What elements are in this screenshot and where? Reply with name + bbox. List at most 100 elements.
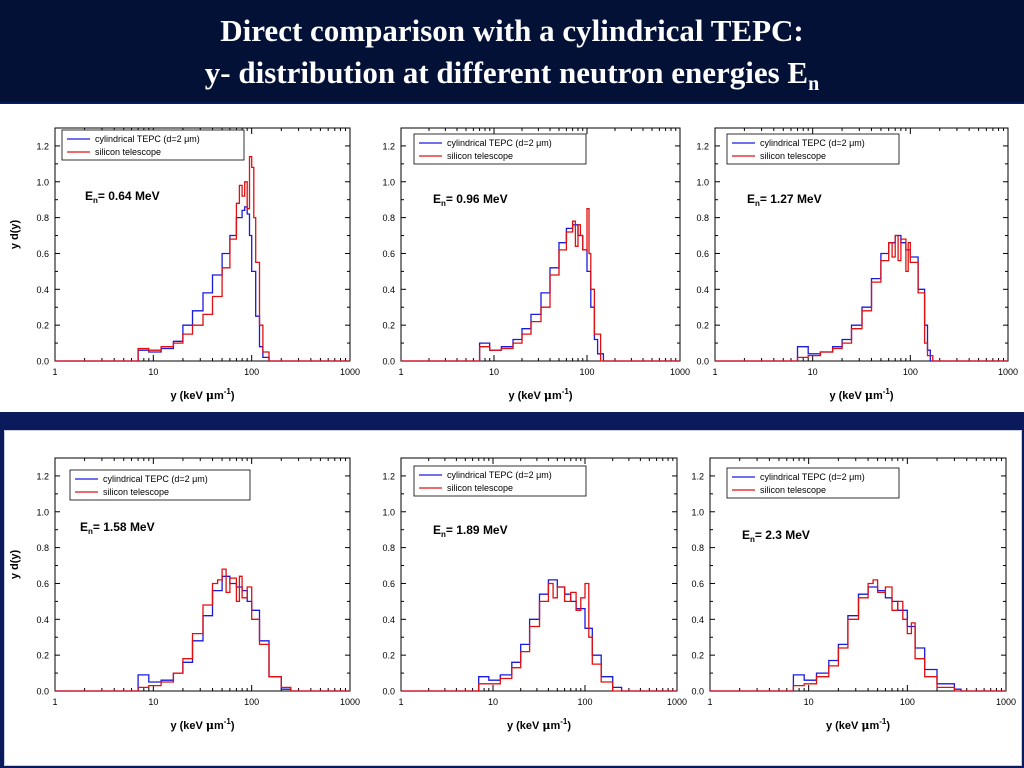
y-tick-label: 0.4 [382,615,395,625]
x-axis-label: y (keV μm-1) [170,717,234,732]
y-tick-label: 0.6 [382,249,395,259]
x-tick-label: 10 [489,367,499,377]
legend-box [726,133,900,165]
x-tick-label: 100 [903,367,918,377]
series-line-silicon [401,208,680,362]
slide-header: Direct comparison with a cylindrical TEP… [0,0,1024,102]
y-tick-label: 0.8 [696,213,709,223]
x-axis-label: y (keV μm-1) [508,387,572,402]
series-line-silicon [55,568,350,692]
y-tick-label: 0.6 [36,579,49,589]
y-tick-label: 0.2 [691,651,704,661]
x-tick-label: 1 [712,367,717,377]
plot-frame [54,127,351,362]
series-line-tepc [55,206,350,362]
y-tick-label: 0.8 [382,213,395,223]
legend-label-tepc: cylindrical TEPC (d=2 μm) [760,138,865,148]
x-axis-label: y (keV μm-1) [507,717,571,732]
y-tick-label: 0.8 [36,213,49,223]
legend-label-tepc: cylindrical TEPC (d=2 μm) [760,472,865,482]
legend-label-tepc: cylindrical TEPC (d=2 μm) [95,134,200,144]
legend-label-tepc: cylindrical TEPC (d=2 μm) [447,138,552,148]
series-line-silicon [55,156,350,362]
y-tick-label: 1.0 [691,507,704,517]
legend-box [61,129,245,161]
y-tick-label: 1.0 [36,507,49,517]
legend-label-silicon: silicon telescope [760,151,826,161]
y-tick-label: 0.0 [696,357,709,367]
x-axis-label: y (keV μm-1) [829,387,893,402]
y-tick-label: 0.8 [691,543,704,553]
x-tick-label: 1000 [667,697,687,707]
x-tick-label: 1000 [670,367,690,377]
legend-label-silicon: silicon telescope [760,485,826,495]
legend-label-silicon: silicon telescope [103,487,169,497]
chart-4: 0.0 0.2 0.4 0.6 0.8 1.0 1.2 1 10 100 1000 y (keV μm… [9,457,360,732]
x-tick-label: 100 [244,367,259,377]
y-tick-label: 0.4 [696,285,709,295]
energy-label: En= 1.58 MeV [80,520,155,536]
y-axis-label: y d(y) [9,219,21,249]
y-tick-label: 0.4 [36,615,49,625]
y-tick-label: 0.6 [696,249,709,259]
y-tick-label: 1.2 [382,471,395,481]
x-tick-label: 100 [900,697,915,707]
y-tick-label: 0.8 [382,543,395,553]
series-line-silicon [401,582,677,692]
y-tick-label: 0.0 [36,357,49,367]
x-tick-label: 1 [398,367,403,377]
y-tick-label: 0.6 [382,579,395,589]
x-tick-label: 10 [804,697,814,707]
energy-label: En= 0.96 MeV [433,192,508,208]
chart-3: 0.0 0.2 0.4 0.6 0.8 1.0 1.2 1 10 100 1000 y (keV μm… [696,127,1018,402]
x-tick-label: 1000 [998,367,1018,377]
x-tick-label: 10 [148,367,158,377]
slide-subtitle: y- distribution at different neutron ene… [0,56,1024,101]
legend-label-silicon: silicon telescope [95,147,161,157]
y-tick-label: 0.0 [382,357,395,367]
legend-label-silicon: silicon telescope [447,151,513,161]
plot-frame [714,127,1009,362]
y-tick-label: 0.2 [382,321,395,331]
y-tick-label: 0.0 [36,687,49,697]
series-line-tepc [401,224,680,362]
y-tick-label: 1.2 [691,471,704,481]
x-tick-label: 1 [52,367,57,377]
x-tick-label: 1 [398,697,403,707]
x-tick-label: 1000 [996,697,1016,707]
series-line-silicon [710,579,1006,692]
x-tick-label: 1000 [340,697,360,707]
plot-frame [54,457,351,692]
x-tick-label: 1000 [340,367,360,377]
y-tick-label: 0.2 [696,321,709,331]
y-tick-label: 1.2 [382,141,395,151]
x-axis-label: y (keV μm-1) [826,717,890,732]
energy-label: En= 1.27 MeV [747,192,822,208]
y-tick-label: 0.4 [382,285,395,295]
energy-label: En= 0.64 MeV [85,189,160,205]
energy-label: En= 2.3 MeV [742,528,810,544]
y-tick-label: 0.0 [691,687,704,697]
chart-1: 0.0 0.2 0.4 0.6 0.8 1.0 1.2 1 10 100 1000 y (keV μm… [9,127,360,402]
series-line-tepc [715,234,1008,362]
y-tick-label: 1.2 [36,471,49,481]
legend-box [413,133,587,165]
x-tick-label: 100 [579,367,594,377]
y-tick-label: 0.2 [36,651,49,661]
x-tick-label: 1 [52,697,57,707]
y-tick-label: 0.8 [36,543,49,553]
y-tick-label: 0.2 [36,321,49,331]
chart-6: 0.0 0.2 0.4 0.6 0.8 1.0 1.2 1 10 100 1000 y (keV μm… [691,457,1016,732]
y-tick-label: 0.6 [691,579,704,589]
x-tick-label: 10 [488,697,498,707]
plot-frame [400,457,678,692]
y-tick-label: 1.0 [382,177,395,187]
y-tick-label: 1.0 [696,177,709,187]
plot-frame [400,127,681,362]
legend-label-tepc: cylindrical TEPC (d=2 μm) [103,474,208,484]
series-line-tepc [401,579,677,692]
y-tick-label: 1.0 [382,507,395,517]
y-tick-label: 1.2 [36,141,49,151]
legend-box [69,469,251,501]
